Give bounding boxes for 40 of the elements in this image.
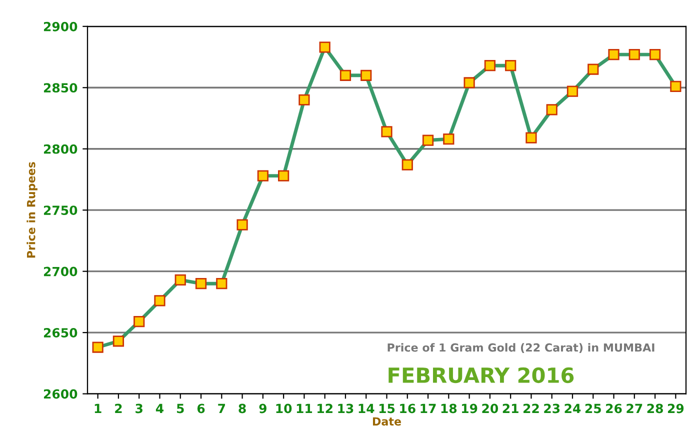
x-tick-label: 16 [400,404,416,414]
y-tick-label: 2900 [44,22,78,32]
x-tick-label: 25 [585,404,601,414]
x-tick-label: 7 [218,404,225,414]
y-tick-label: 2800 [44,144,78,154]
x-tick-label: 18 [441,404,457,414]
x-tick-label: 6 [197,404,205,414]
x-tick-label: 13 [338,404,354,414]
x-tick-label: 1 [94,404,102,414]
x-tick-label: 19 [462,404,478,414]
x-tick-label: 11 [296,404,312,414]
y-tick-label: 2750 [44,206,78,216]
y-tick-label: 2850 [44,83,78,93]
x-tick-label: 29 [668,404,684,414]
x-tick-label: 8 [238,404,246,414]
x-tick-label: 4 [156,404,164,414]
annotation: FEBRUARY 2016 [388,367,574,384]
x-tick-label: 22 [524,404,539,414]
x-tick-label: 26 [606,404,622,414]
x-axis-title: Date [372,417,401,426]
x-tick-label: 3 [136,404,142,414]
annotation: Price of 1 Gram Gold (22 Carat) in MUMBAI [388,343,654,354]
x-tick-label: 20 [482,404,498,414]
x-tick-label: 27 [626,404,642,414]
x-tick-label: 10 [276,404,292,414]
y-axis-title: Price in Rupees [26,162,38,258]
x-tick-label: 21 [502,404,518,414]
x-tick-label: 9 [259,404,266,414]
y-tick-label: 2650 [44,328,78,338]
x-tick-label: 15 [379,404,395,414]
y-tick-label: 2600 [44,389,78,399]
x-tick-label: 14 [358,404,374,414]
x-tick-label: 2 [115,404,122,414]
x-tick-label: 23 [544,404,560,414]
x-tick-label: 5 [176,404,184,414]
y-tick-label: 2700 [44,266,78,276]
x-tick-label: 12 [318,404,332,414]
x-tick-label: 24 [564,404,581,414]
x-tick-label: 17 [420,404,436,414]
x-tick-label: 28 [647,404,663,414]
